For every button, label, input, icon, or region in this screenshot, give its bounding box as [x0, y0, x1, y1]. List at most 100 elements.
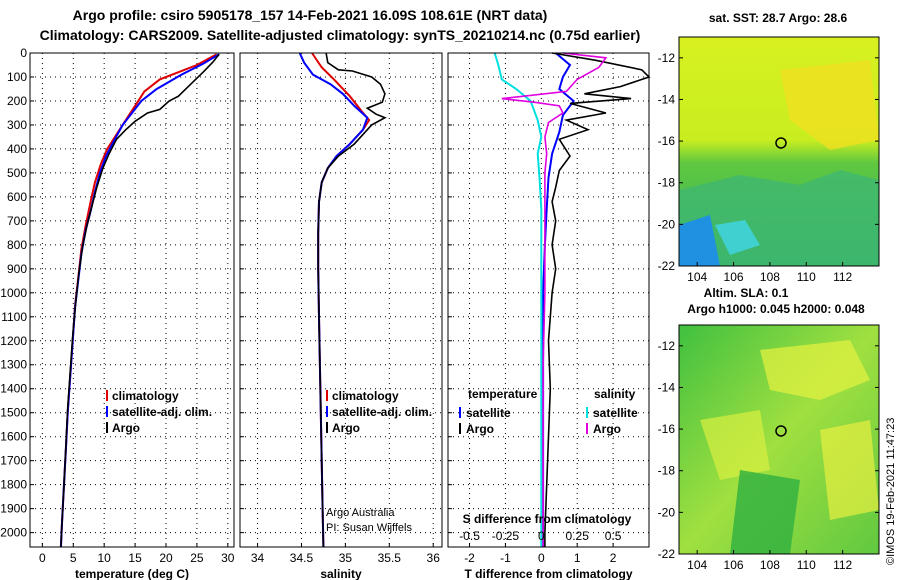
lat-tick-label: -14 — [658, 92, 676, 106]
profile-panel-3: -2 -1 0 1 2 T difference from climatology temp… — [447, 52, 651, 580]
legend-label: satellite-adj. clim. — [112, 405, 212, 419]
depth-tick-label: 400 — [7, 142, 27, 156]
depth-tick-label: 2000 — [0, 526, 27, 540]
depth-tick-label: 1700 — [0, 454, 27, 468]
x-tick-label: 5 — [70, 551, 77, 565]
legend-label: Argo — [112, 421, 140, 435]
sla-map-frame — [678, 324, 880, 555]
depth-tick-label: 800 — [7, 238, 27, 252]
sla-map-title-2: Argo h1000: 0.045 h2000: 0.048 — [687, 302, 865, 316]
lon-tick-label: 106 — [724, 558, 744, 572]
depth-tick-label: 1500 — [0, 406, 27, 420]
series-satellite-adj-clim- — [298, 52, 369, 548]
x-tick-label: 36 — [427, 551, 441, 565]
depth-tick-label: 1900 — [0, 502, 27, 516]
lon-tick-label: 110 — [797, 270, 816, 284]
x-tick-label: 15 — [128, 551, 142, 565]
lat-tick-label: -22 — [658, 547, 676, 561]
x-axis-label: T difference from climatology — [464, 567, 632, 580]
depth-tick-label: 1300 — [0, 358, 27, 372]
profile-panels: 0100200300400500600700800900100011001200… — [0, 46, 651, 580]
profile-panel-1: 0100200300400500600700800900100011001200… — [0, 46, 235, 580]
credit-line: PI: Susan Wijffels — [326, 522, 412, 534]
lat-tick-label: -12 — [658, 339, 676, 353]
top-x-tick-label: -0.25 — [492, 529, 520, 543]
sst-map: sat. SST: 28.7 Argo: 28.6 -12 -14 -16 -18 -2… — [658, 11, 880, 284]
lon-tick-label: 108 — [760, 558, 780, 572]
series-argo — [317, 52, 387, 548]
series-climatology — [59, 53, 218, 548]
lon-tick-label: 112 — [833, 558, 852, 572]
sst-cyan-patch — [715, 220, 760, 255]
top-x-axis-label: S difference from climatology — [463, 512, 632, 526]
panel-frame — [29, 52, 235, 548]
sla-map: Altim. SLA: 0.1 Argo h1000: 0.045 h2000:… — [658, 286, 880, 572]
sla-yellow-patch-1 — [760, 340, 870, 400]
depth-tick-label: 100 — [7, 70, 27, 84]
lon-tick-label: 104 — [687, 270, 707, 284]
depth-tick-label: 1800 — [0, 478, 27, 492]
legend-title-temperature: temperature — [468, 387, 538, 401]
depth-tick-label: 300 — [7, 118, 27, 132]
series-argo — [60, 53, 220, 548]
x-tick-label: 1 — [574, 551, 581, 565]
top-x-tick-label: 0.25 — [566, 529, 590, 543]
sst-warm-patch — [780, 60, 879, 150]
x-tick-label: -2 — [464, 551, 475, 565]
sst-map-title: sat. SST: 28.7 Argo: 28.6 — [709, 11, 848, 25]
x-axis-label: temperature (deg C) — [75, 567, 189, 580]
series-salinity-satellite — [493, 52, 543, 547]
lon-tick-label: 112 — [833, 270, 852, 284]
x-tick-label: 2 — [610, 551, 617, 565]
x-tick-label: -1 — [500, 551, 511, 565]
x-tick-label: 35.5 — [378, 551, 402, 565]
sla-yellow-patch-2 — [700, 410, 770, 480]
series-temperature-argo — [544, 52, 651, 547]
x-tick-label: 34 — [251, 551, 265, 565]
top-x-tick-label: 0 — [538, 529, 545, 543]
depth-tick-label: 1000 — [0, 286, 27, 300]
depth-tick-label: 500 — [7, 166, 27, 180]
x-tick-label: 34.5 — [290, 551, 314, 565]
lon-tick-label: 104 — [687, 558, 707, 572]
panel-frame — [239, 52, 443, 548]
sla-float-marker — [775, 425, 787, 437]
sst-map-frame — [678, 36, 880, 267]
lat-tick-label: -18 — [658, 176, 676, 190]
lon-tick-label: 108 — [760, 270, 780, 284]
x-tick-label: 0 — [538, 551, 545, 565]
top-x-tick-label: 0.5 — [605, 529, 622, 543]
lat-tick-label: -12 — [658, 51, 676, 65]
lon-tick-label: 110 — [797, 558, 816, 572]
lat-tick-label: -18 — [658, 464, 676, 478]
depth-tick-label: 1200 — [0, 334, 27, 348]
depth-tick-label: 600 — [7, 190, 27, 204]
x-tick-label: 0 — [39, 551, 46, 565]
legend-label: satellite-adj. clim. — [332, 405, 432, 419]
x-tick-label: 25 — [190, 551, 204, 565]
x-tick-label: 30 — [221, 551, 235, 565]
sla-map-ticks: -12 -14 -16 -18 -20 -22 104 106 108 110 112 — [658, 339, 879, 572]
sst-map-ticks: -12 -14 -16 -18 -20 -22 104 106 108 110 112 — [658, 51, 879, 284]
depth-tick-label: 1400 — [0, 382, 27, 396]
sla-green-patch — [730, 470, 800, 554]
sst-cold-corner — [679, 215, 720, 266]
lat-tick-label: -22 — [658, 259, 676, 273]
lat-tick-label: -16 — [658, 134, 676, 148]
profile-panel-2: 34 34.5 35 35.5 36 salinity climatology satelli… — [239, 52, 443, 580]
legend-label: Argo — [593, 422, 621, 436]
lat-tick-label: -20 — [658, 505, 676, 519]
legend-label: satellite — [593, 406, 638, 420]
sla-yellow-patch-3 — [820, 420, 879, 520]
legend-title-salinity: salinity — [594, 387, 636, 401]
credit-line: Argo Australia — [326, 507, 395, 519]
lat-tick-label: -20 — [658, 217, 676, 231]
legend-label: satellite — [466, 406, 511, 420]
depth-tick-label: 900 — [7, 262, 27, 276]
series-salinity-argo — [501, 52, 608, 547]
lon-tick-label: 106 — [724, 270, 744, 284]
legend-label: climatology — [112, 389, 179, 403]
title-line-1: Argo profile: csiro 5905178_157 14-Feb-2… — [73, 7, 548, 23]
lat-tick-label: -14 — [658, 380, 676, 394]
